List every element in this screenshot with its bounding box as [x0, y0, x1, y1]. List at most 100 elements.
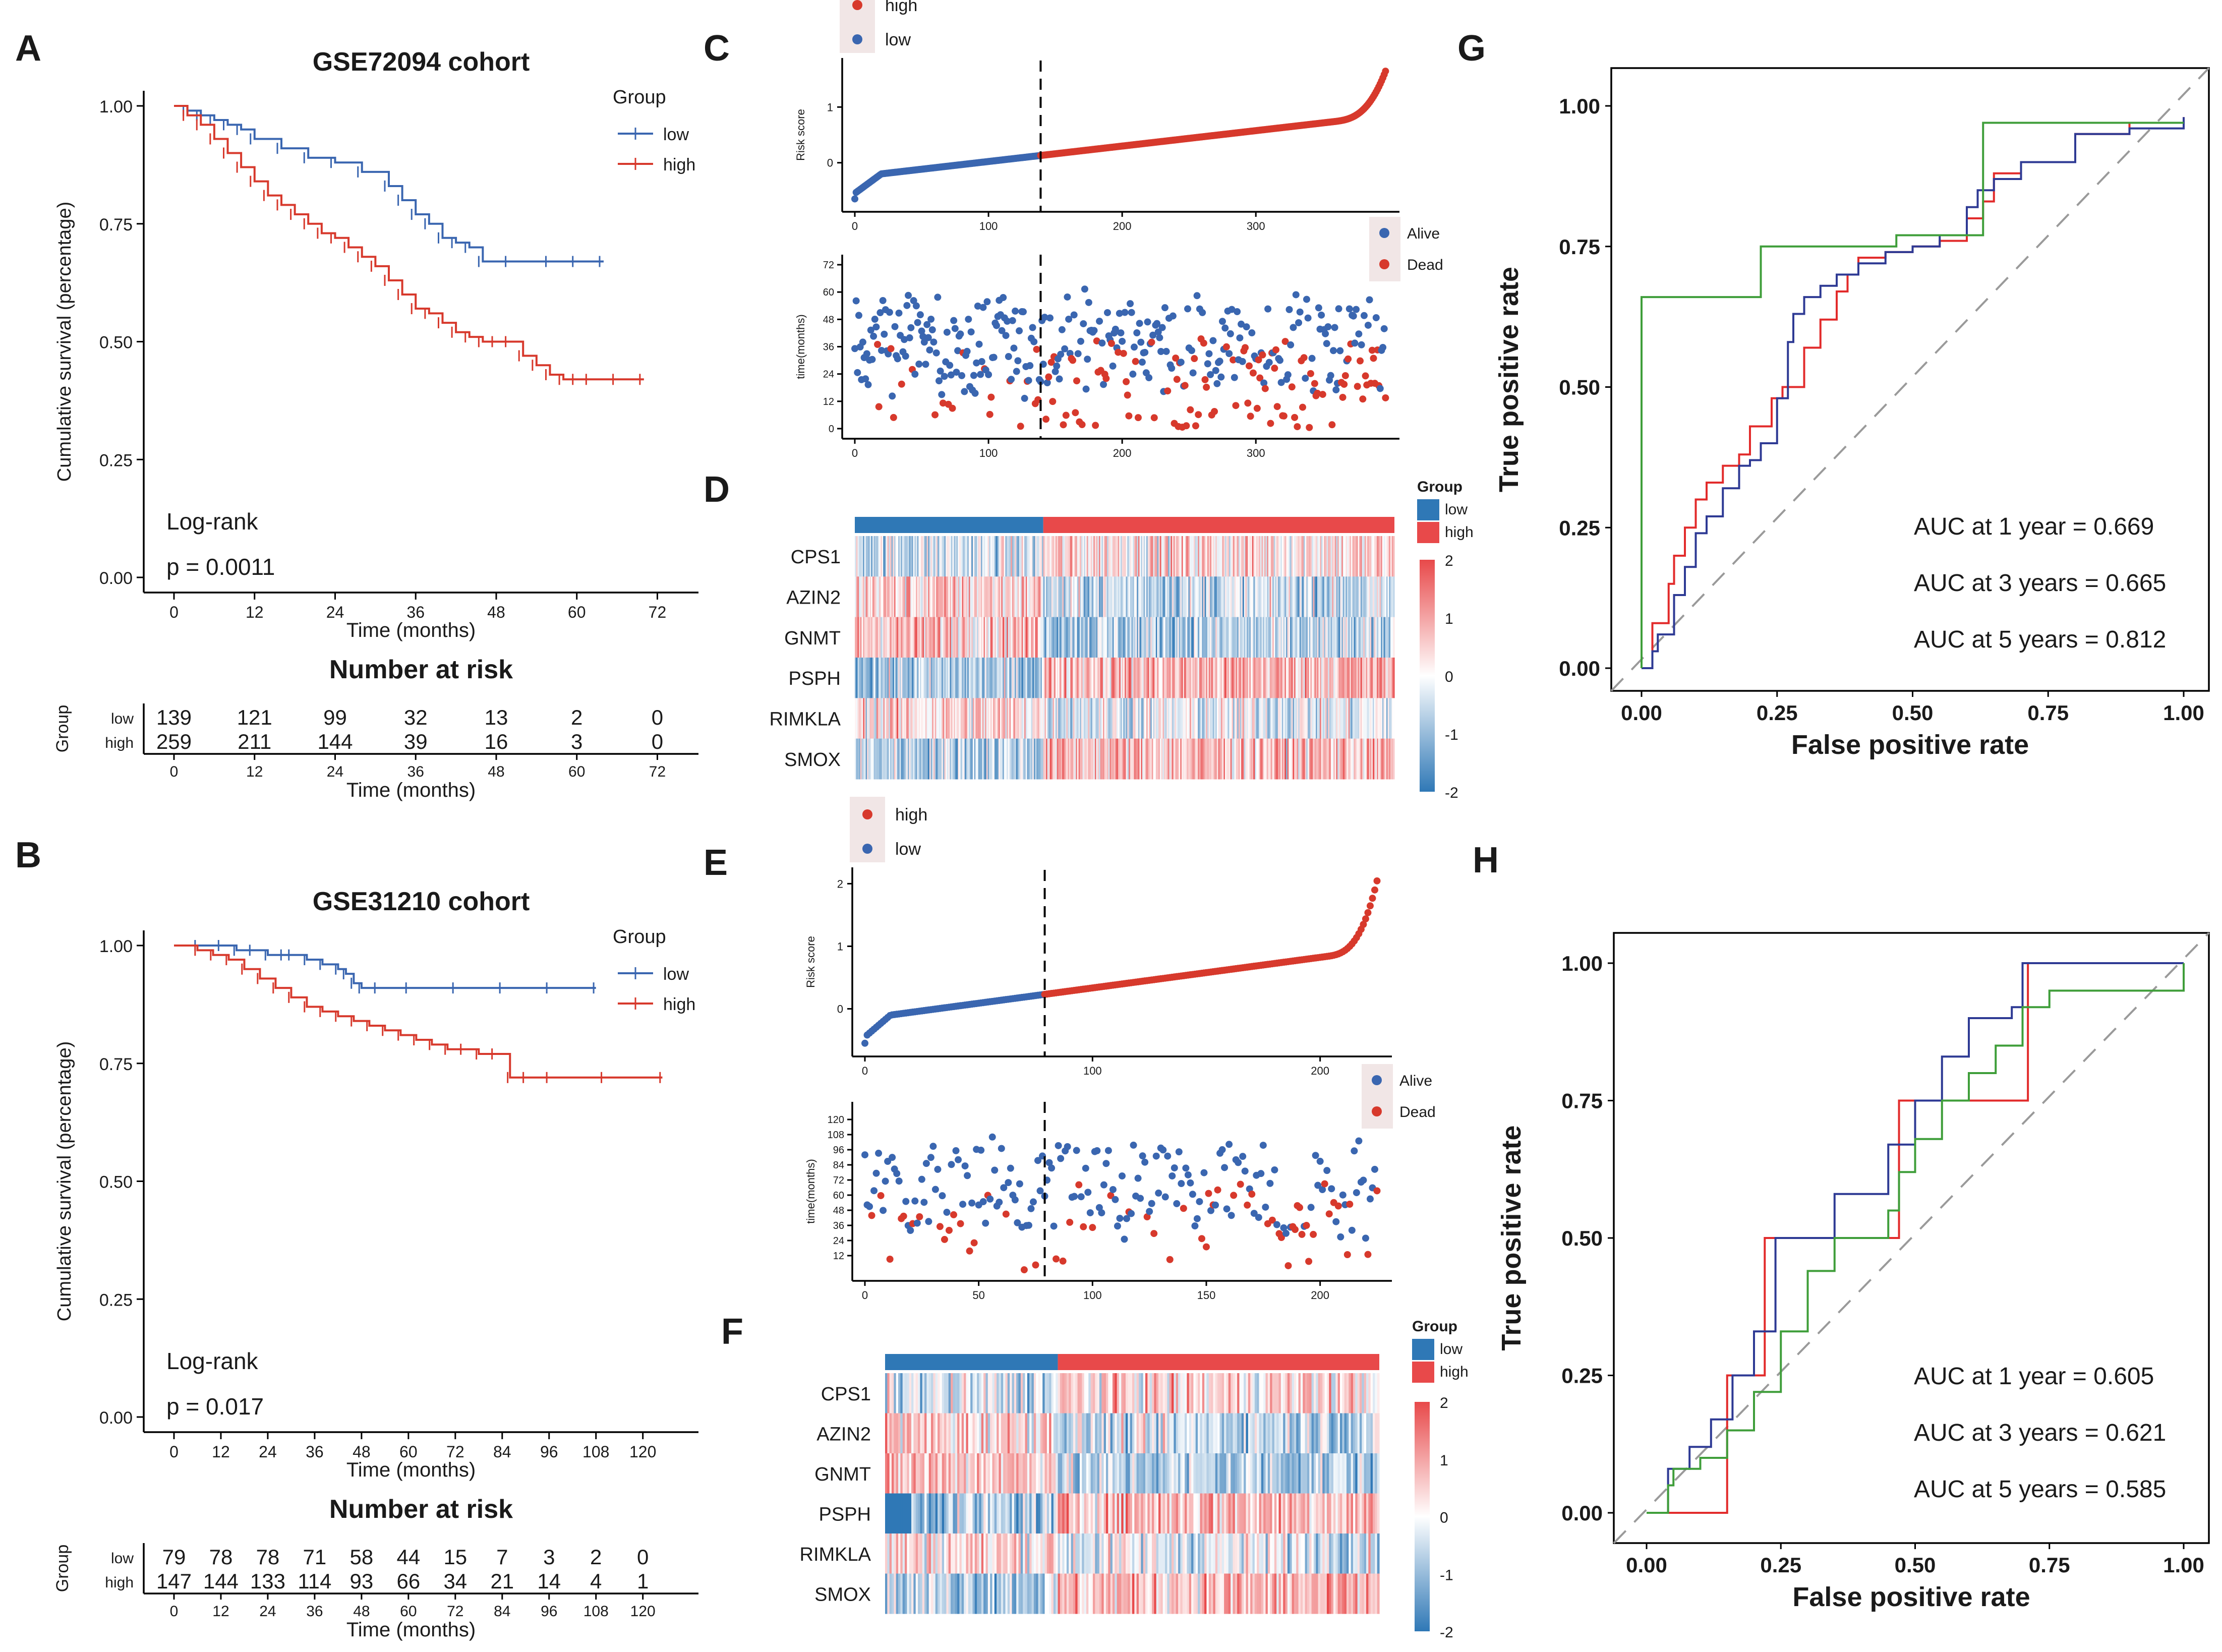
heat-cell [1017, 658, 1019, 698]
heat-cell [1057, 576, 1059, 618]
status-point [1259, 351, 1266, 359]
heat-cell [1261, 1493, 1264, 1534]
heat-cell [1356, 576, 1359, 618]
heat-cell [1305, 576, 1307, 618]
heat-cell [1138, 738, 1140, 780]
status-point [1303, 296, 1310, 303]
heat-cell [906, 658, 908, 698]
heat-cell [1060, 1493, 1063, 1534]
heat-cell [968, 698, 971, 739]
heat-cell [1351, 576, 1353, 618]
heat-cell [1157, 617, 1159, 658]
status-point [855, 312, 862, 319]
heat-cell [1364, 617, 1367, 658]
heat-cell [1215, 536, 1217, 577]
status-point [952, 1147, 960, 1154]
heat-cell [1207, 738, 1209, 780]
heat-cell [1301, 617, 1303, 658]
heat-cell [1195, 1453, 1198, 1494]
heat-cell [1057, 658, 1059, 698]
heat-cell [1105, 1373, 1108, 1413]
heat-cell [1303, 1413, 1306, 1454]
heat-cell [907, 617, 910, 658]
heat-cell [1333, 536, 1335, 577]
heat-cell [1336, 738, 1338, 780]
heat-cell [897, 617, 899, 658]
heat-cell [958, 617, 960, 658]
heat-cell [997, 1493, 1000, 1534]
heat-cell [1150, 617, 1152, 658]
y-tick-label: 0.00 [99, 1408, 133, 1428]
heat-cell [1071, 1413, 1074, 1454]
heat-cell [1039, 698, 1041, 739]
heat-cell [1316, 738, 1318, 780]
heat-cell [1169, 1453, 1172, 1494]
heat-cell [1070, 617, 1072, 658]
heat-cell [1011, 698, 1013, 739]
heat-cell [1149, 1453, 1152, 1494]
heat-cell [1307, 738, 1310, 780]
status-point [918, 1175, 925, 1183]
heat-cell [1280, 738, 1282, 780]
heat-cell [896, 1413, 899, 1454]
status-point [1231, 374, 1238, 381]
heat-cell [855, 576, 857, 618]
heat-cell [1027, 536, 1029, 577]
heat-cell [1237, 1413, 1240, 1454]
heat-cell [878, 576, 880, 618]
heat-cell [1271, 536, 1273, 577]
heat-cell [1351, 1373, 1354, 1413]
heat-cell [868, 617, 870, 658]
time-y-tick-label: 48 [823, 314, 834, 325]
heat-cell [1142, 738, 1144, 780]
status-point [1051, 368, 1059, 375]
heat-cell [1349, 1373, 1352, 1413]
heat-cell [1102, 536, 1105, 577]
heat-cell [1335, 1493, 1338, 1534]
heat-cell [1346, 617, 1348, 658]
heat-cell [1156, 1413, 1159, 1454]
heat-cell [1127, 576, 1129, 618]
heat-cell [1064, 1453, 1067, 1494]
heat-cell [1226, 1413, 1229, 1454]
heat-cell [1272, 658, 1274, 698]
status-point [1217, 373, 1225, 381]
status-point [1098, 1209, 1105, 1217]
heat-cell [981, 1453, 984, 1494]
risk-x-tick-label: 60 [400, 1603, 417, 1620]
heat-cell [1307, 1413, 1310, 1454]
heat-cell [1011, 576, 1013, 618]
heat-cell [1066, 1493, 1069, 1534]
heat-cell [956, 698, 958, 739]
heat-cell [959, 698, 961, 739]
heat-cell [1274, 1373, 1277, 1413]
status-point [1245, 362, 1253, 370]
heat-cell [1104, 698, 1106, 739]
status-point [914, 319, 921, 326]
heat-cell [1260, 698, 1262, 739]
heat-cell [1339, 1413, 1342, 1454]
heat-cell [902, 1453, 905, 1494]
heat-cell [1219, 658, 1221, 698]
heat-cell [1137, 738, 1139, 780]
heat-cell [871, 658, 873, 698]
heat-cell [1147, 617, 1149, 658]
heat-cell [1234, 698, 1237, 739]
heat-cell [1366, 617, 1368, 658]
heat-cell [1142, 658, 1144, 698]
heat-cell [1217, 1373, 1220, 1413]
heat-cell [981, 617, 983, 658]
heat-cell [1249, 658, 1251, 698]
risk-point [1366, 902, 1374, 910]
heat-cell [1208, 1493, 1211, 1534]
heat-cell [1112, 536, 1115, 577]
heat-cell [881, 738, 883, 780]
heat-cell [1122, 738, 1124, 780]
heat-cell [1130, 1453, 1133, 1494]
risk-count: 58 [350, 1545, 374, 1569]
heat-cell [1049, 1493, 1052, 1534]
heat-cell [1292, 1413, 1295, 1454]
status-point [887, 345, 895, 352]
heat-cell [1261, 738, 1263, 780]
heat-cell [1199, 738, 1201, 780]
